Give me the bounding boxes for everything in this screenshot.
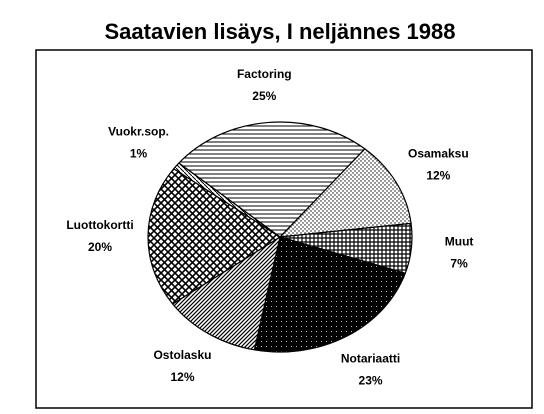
slice-value-label: 1% <box>130 147 148 161</box>
slice-value-label: 12% <box>170 370 194 384</box>
slice-label: Factoring <box>237 67 292 81</box>
pie-slice <box>177 121 366 238</box>
slice-label: Muut <box>445 235 474 249</box>
slice-value-label: 20% <box>88 240 112 254</box>
slice-label: Ostolasku <box>153 348 211 362</box>
slice-value-label: 23% <box>359 373 383 387</box>
slice-value-label: 12% <box>426 168 450 182</box>
slice-label: Luottokortti <box>66 218 133 232</box>
slice-label: Osamaksu <box>408 146 469 160</box>
slice-label: Notariaatti <box>341 351 400 365</box>
slice-value-label: 7% <box>450 257 468 271</box>
pie-slice <box>147 167 282 305</box>
chart-title: Saatavien lisäys, I neljännes 1988 <box>105 19 456 44</box>
pie-slice <box>171 235 281 351</box>
slice-value-label: 25% <box>252 89 276 103</box>
pie-slice <box>172 162 281 238</box>
frame <box>35 49 533 409</box>
pie-slice <box>253 236 407 353</box>
pie-slice <box>278 148 412 238</box>
slice-label: Vuokr.sop. <box>108 125 169 139</box>
